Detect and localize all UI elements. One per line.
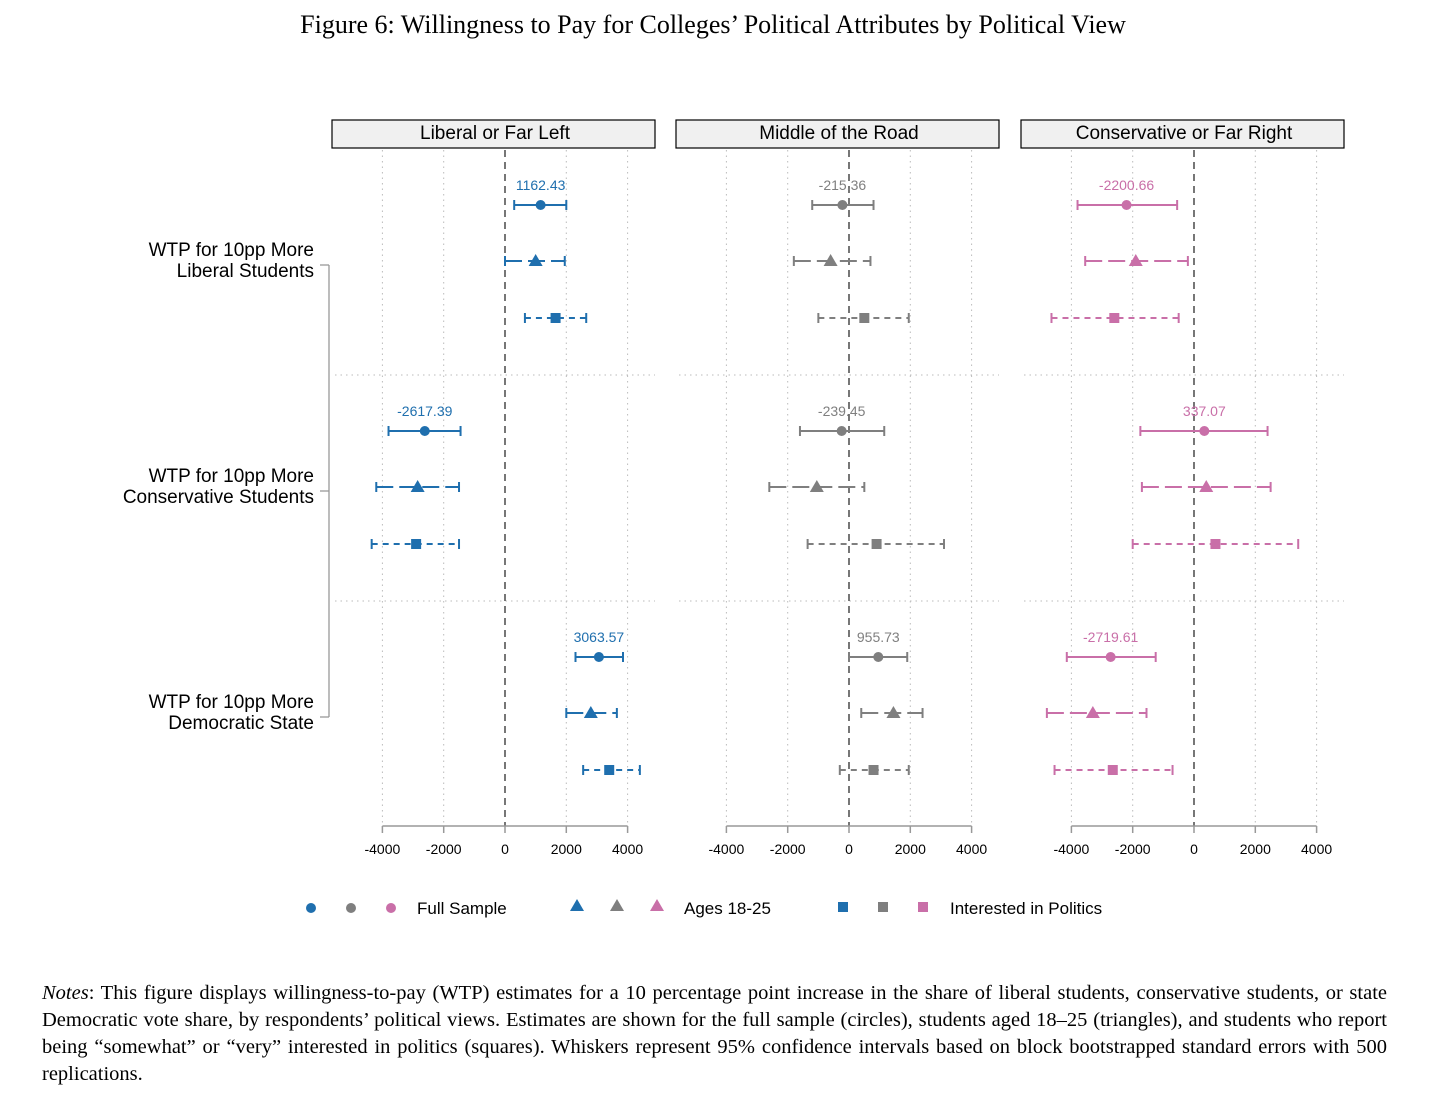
x-tick-label: 0 bbox=[501, 841, 509, 857]
estimate-point-triangle bbox=[1085, 706, 1100, 718]
estimate-point-square bbox=[1107, 765, 1118, 775]
legend-marker-circle bbox=[386, 903, 396, 913]
legend-label: Interested in Politics bbox=[950, 899, 1102, 918]
estimate-point-triangle bbox=[886, 706, 901, 718]
estimate-point-triangle bbox=[583, 706, 598, 718]
estimate-point-circle bbox=[837, 200, 848, 210]
group-label-line2: Liberal Students bbox=[177, 261, 314, 282]
x-tick-label: 4000 bbox=[1301, 841, 1332, 857]
estimate-value-label: -2617.39 bbox=[397, 403, 452, 419]
estimate-point-triangle bbox=[823, 254, 838, 266]
group-label-line1: WTP for 10pp More bbox=[149, 466, 314, 487]
estimate-value-label: -2200.66 bbox=[1099, 177, 1154, 193]
estimate-point-square bbox=[871, 539, 882, 549]
estimate-point-circle bbox=[1105, 652, 1116, 662]
panel-title: Middle of the Road bbox=[759, 123, 919, 144]
x-tick-label: -2000 bbox=[770, 841, 806, 857]
estimate-point-circle bbox=[1199, 426, 1210, 436]
estimate-value-label: 1162.43 bbox=[516, 177, 566, 193]
estimate-point-square bbox=[868, 765, 879, 775]
estimate-point-circle bbox=[1121, 200, 1132, 210]
figure-title: Figure 6: Willingness to Pay for College… bbox=[300, 10, 1126, 39]
notes-text: : This figure displays willingness-to-pa… bbox=[42, 982, 1387, 1085]
group-label-line1: WTP for 10pp More bbox=[149, 692, 314, 713]
estimate-point-triangle bbox=[1128, 254, 1143, 266]
panel-title: Liberal or Far Left bbox=[420, 123, 571, 144]
coefficient-plot: Liberal or Far Left -4000 -2000 0 2000 4000 11… bbox=[123, 119, 1345, 918]
estimate-point-square bbox=[1109, 313, 1120, 323]
panel-header bbox=[1020, 119, 1345, 149]
x-tick-label: -2000 bbox=[426, 841, 462, 857]
x-tick-label: 2000 bbox=[895, 841, 926, 857]
x-tick-label: 2000 bbox=[551, 841, 582, 857]
x-tick-label: -2000 bbox=[1115, 841, 1151, 857]
estimate-point-square bbox=[604, 765, 615, 775]
x-tick-label: 0 bbox=[1190, 841, 1198, 857]
estimate-point-circle bbox=[419, 426, 430, 436]
estimate-point-triangle bbox=[1199, 480, 1214, 492]
estimate-point-triangle bbox=[410, 480, 425, 492]
x-tick-label: -4000 bbox=[708, 841, 744, 857]
estimate-value-label: -239.45 bbox=[818, 403, 866, 419]
legend-marker-circle bbox=[346, 903, 356, 913]
x-tick-label: 4000 bbox=[612, 841, 643, 857]
estimate-point-circle bbox=[836, 426, 847, 436]
group-label-line2: Conservative Students bbox=[123, 487, 314, 508]
estimate-point-circle bbox=[873, 652, 884, 662]
estimate-value-label: 337.07 bbox=[1183, 403, 1226, 419]
x-tick-label: 2000 bbox=[1240, 841, 1271, 857]
x-tick-label: 0 bbox=[845, 841, 853, 857]
legend-marker-square bbox=[838, 902, 848, 912]
group-label-line2: Democratic State bbox=[168, 713, 314, 734]
estimate-point-triangle bbox=[528, 254, 543, 266]
legend-marker-square bbox=[918, 902, 928, 912]
figure-notes: Notes: This figure displays willingness-… bbox=[42, 980, 1387, 1088]
legend-marker-circle bbox=[306, 903, 316, 913]
legend-marker-triangle bbox=[610, 899, 624, 911]
legend-marker-triangle bbox=[570, 899, 584, 911]
estimate-point-square bbox=[411, 539, 422, 549]
estimate-point-square bbox=[859, 313, 870, 323]
estimate-value-label: -2719.61 bbox=[1083, 629, 1138, 645]
x-tick-label: 4000 bbox=[956, 841, 987, 857]
x-tick-label: -4000 bbox=[364, 841, 400, 857]
legend-marker-square bbox=[878, 902, 888, 912]
legend-marker-triangle bbox=[650, 899, 664, 911]
legend-label: Ages 18-25 bbox=[684, 899, 771, 918]
legend-label: Full Sample bbox=[417, 899, 507, 918]
group-label-line1: WTP for 10pp More bbox=[149, 240, 314, 261]
panel-header bbox=[675, 119, 1000, 149]
estimate-point-square bbox=[550, 313, 561, 323]
panel-header bbox=[331, 119, 656, 149]
estimate-value-label: -215.36 bbox=[819, 177, 867, 193]
panel-title: Conservative or Far Right bbox=[1076, 123, 1293, 144]
estimate-point-square bbox=[1210, 539, 1221, 549]
estimate-point-circle bbox=[593, 652, 604, 662]
x-tick-label: -4000 bbox=[1053, 841, 1089, 857]
estimate-point-circle bbox=[535, 200, 546, 210]
estimate-value-label: 955.73 bbox=[857, 629, 900, 645]
estimate-value-label: 3063.57 bbox=[574, 629, 625, 645]
estimate-point-triangle bbox=[809, 480, 824, 492]
notes-label: Notes bbox=[42, 982, 89, 1004]
